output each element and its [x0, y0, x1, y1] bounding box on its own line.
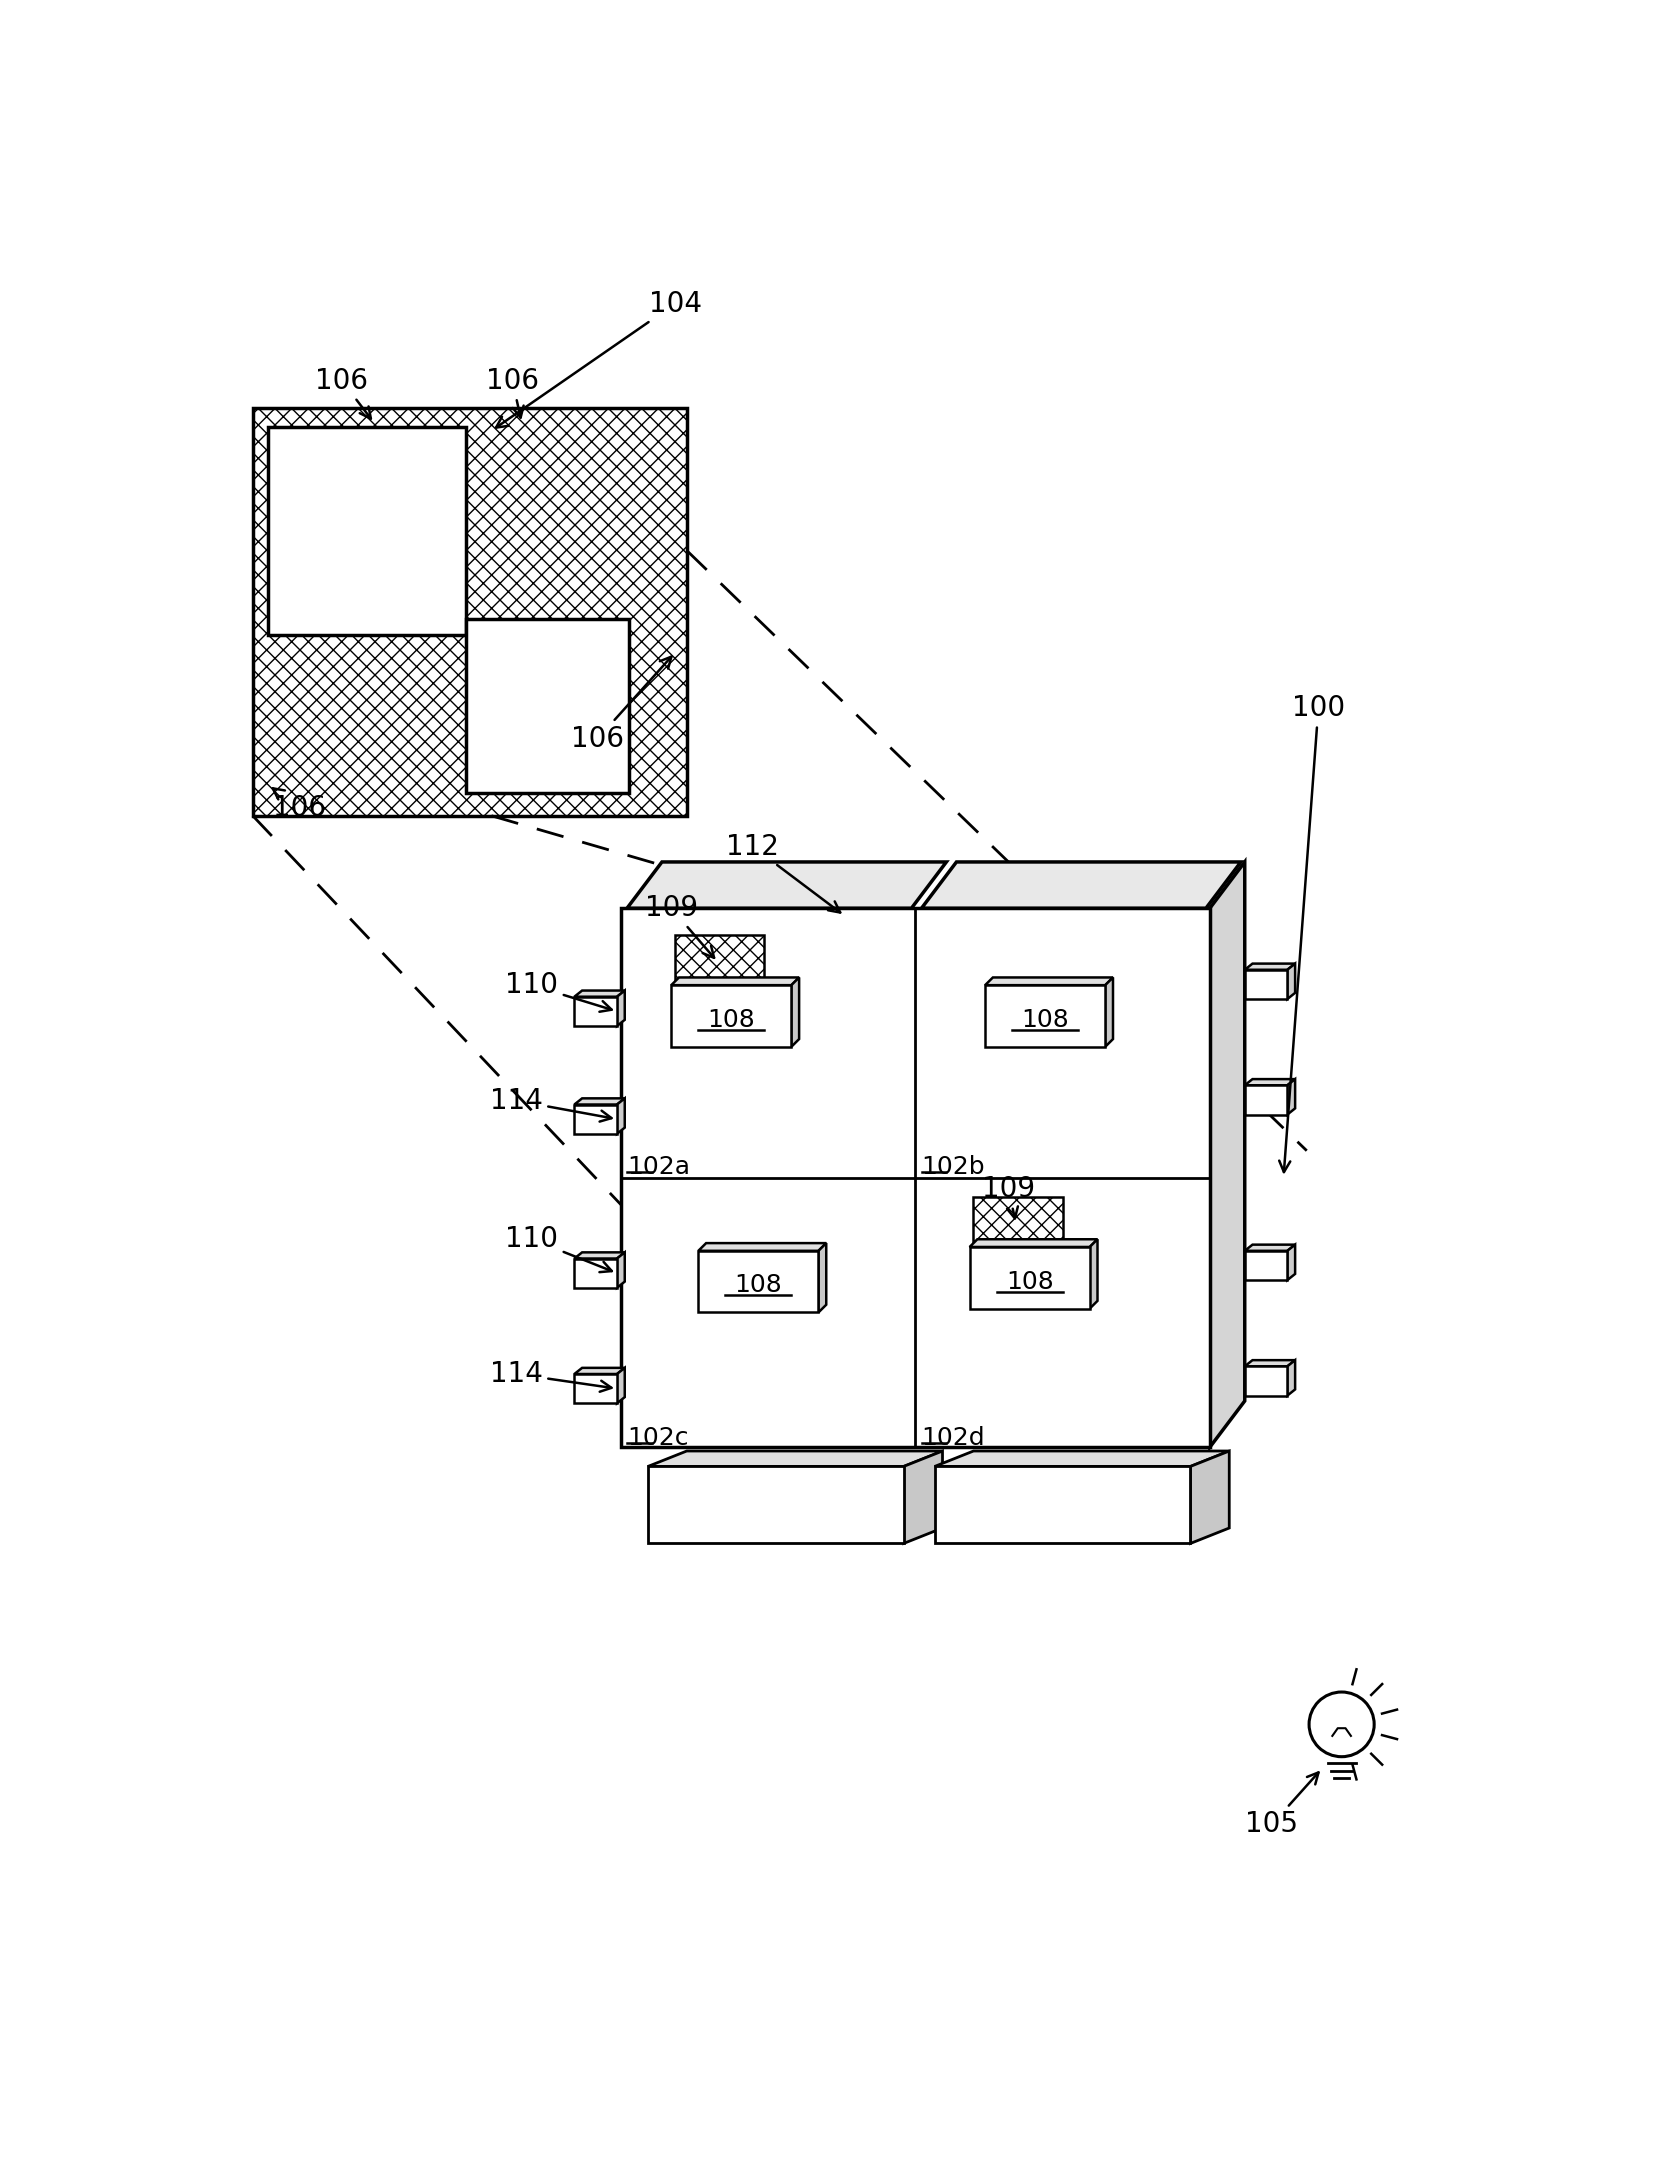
Polygon shape: [575, 1252, 625, 1259]
Polygon shape: [617, 1252, 625, 1287]
Bar: [575, 1259, 617, 1287]
Polygon shape: [921, 862, 1240, 908]
Text: 106: 106: [272, 788, 326, 821]
Text: 102b: 102b: [921, 1154, 984, 1178]
Bar: [1243, 969, 1287, 1000]
Bar: [465, 619, 628, 793]
Text: 104: 104: [496, 290, 701, 427]
Polygon shape: [617, 991, 625, 1026]
Polygon shape: [818, 1244, 827, 1313]
Bar: [1243, 1250, 1287, 1281]
Polygon shape: [1287, 1244, 1294, 1281]
Bar: [675, 934, 764, 987]
Text: 110: 110: [506, 971, 612, 1013]
Text: 112: 112: [726, 832, 840, 913]
Bar: [697, 1250, 818, 1313]
Bar: [1243, 1366, 1287, 1396]
Polygon shape: [617, 1368, 625, 1403]
Polygon shape: [1210, 862, 1243, 1446]
Polygon shape: [1243, 1244, 1294, 1250]
Text: 105: 105: [1245, 1773, 1317, 1838]
Bar: [973, 1198, 1062, 1250]
Bar: [575, 998, 617, 1026]
Polygon shape: [934, 1451, 1228, 1466]
Polygon shape: [697, 1244, 827, 1250]
Text: 102d: 102d: [921, 1427, 984, 1451]
Polygon shape: [791, 978, 798, 1048]
Polygon shape: [575, 991, 625, 998]
Bar: [984, 984, 1104, 1048]
Bar: [575, 1374, 617, 1403]
Polygon shape: [670, 978, 798, 984]
Polygon shape: [627, 862, 946, 908]
Polygon shape: [575, 1098, 625, 1104]
Text: 114: 114: [489, 1087, 612, 1122]
Bar: [647, 1466, 904, 1544]
Polygon shape: [1287, 963, 1294, 1000]
Text: 106: 106: [571, 656, 670, 754]
Bar: [969, 1248, 1089, 1309]
Polygon shape: [1243, 1359, 1294, 1366]
Text: 110: 110: [506, 1226, 612, 1272]
Polygon shape: [1089, 1239, 1097, 1309]
Polygon shape: [1104, 978, 1112, 1048]
Text: 100: 100: [1278, 695, 1344, 1172]
Text: 102a: 102a: [627, 1154, 690, 1178]
Polygon shape: [969, 1239, 1097, 1248]
Bar: [575, 1104, 617, 1135]
Text: 102c: 102c: [627, 1427, 689, 1451]
Polygon shape: [1243, 1078, 1294, 1085]
Polygon shape: [904, 1451, 942, 1544]
Polygon shape: [647, 1451, 942, 1466]
Polygon shape: [984, 978, 1112, 984]
Polygon shape: [1243, 963, 1294, 969]
Polygon shape: [1287, 1078, 1294, 1115]
Text: 108: 108: [734, 1274, 781, 1298]
Text: 114: 114: [489, 1359, 612, 1392]
Text: 106: 106: [486, 366, 539, 418]
Bar: [934, 1466, 1189, 1544]
Bar: [620, 908, 1210, 1446]
Text: 106: 106: [316, 366, 371, 418]
Bar: [1243, 1085, 1287, 1115]
Text: 109: 109: [645, 895, 714, 958]
Bar: [670, 984, 791, 1048]
Polygon shape: [1287, 1359, 1294, 1396]
Polygon shape: [617, 1098, 625, 1135]
Bar: [252, 407, 687, 817]
Text: 108: 108: [1005, 1270, 1053, 1294]
Polygon shape: [1189, 1451, 1228, 1544]
Text: 108: 108: [707, 1008, 754, 1032]
Polygon shape: [575, 1368, 625, 1374]
Text: 109: 109: [981, 1176, 1035, 1218]
Bar: [269, 427, 465, 634]
Text: 108: 108: [1021, 1008, 1068, 1032]
